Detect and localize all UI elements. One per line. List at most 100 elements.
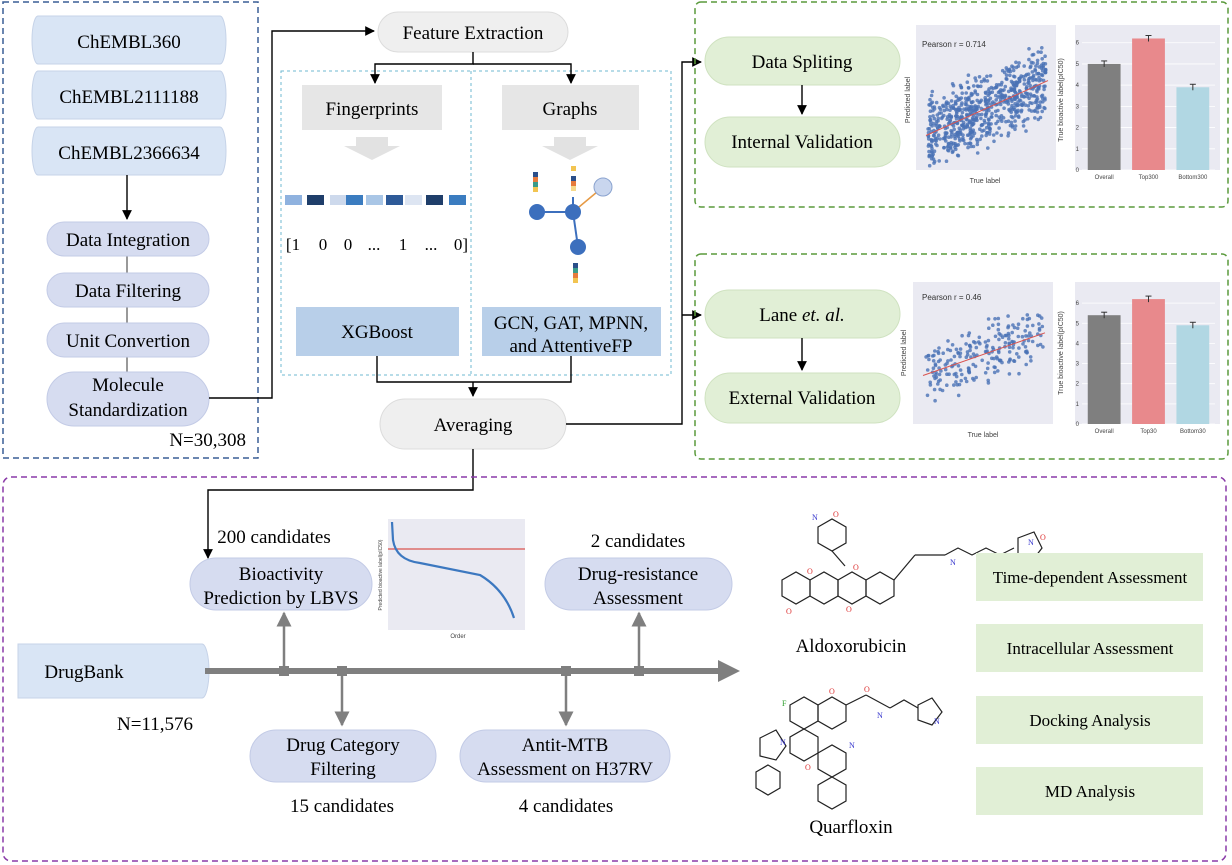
data-collection-frame [2,1,259,459]
point [969,144,973,149]
point [948,146,953,151]
svg-text:MD Analysis: MD Analysis [1045,782,1135,801]
point [1016,322,1021,327]
point [1016,64,1021,68]
point [931,366,936,371]
point [980,129,984,133]
point [1006,324,1011,328]
point [1020,334,1025,339]
point [1028,355,1033,359]
point [961,138,966,143]
point [954,117,959,121]
point [955,153,960,158]
point [1014,110,1018,115]
tick-label: 2 [1076,126,1080,132]
point [971,144,976,149]
point [1039,94,1044,98]
point [988,96,993,101]
point [941,351,945,356]
point [1017,346,1021,350]
point [975,84,980,88]
point [938,137,942,141]
point [1006,89,1011,94]
point [1023,103,1028,107]
point [938,107,943,112]
point [926,144,931,148]
point [1034,64,1038,68]
point [1043,70,1048,75]
point [1013,107,1017,112]
point [1041,345,1045,349]
point [1042,105,1046,110]
point [975,139,980,144]
point [994,83,999,87]
point [946,339,950,343]
svg-text:N: N [849,741,855,750]
point [946,148,950,152]
point [952,383,956,387]
point [1003,93,1008,98]
point [986,361,990,365]
point [967,107,972,111]
point [1007,372,1012,376]
point [1043,84,1047,88]
point [1043,96,1047,100]
point [1033,77,1037,82]
point [982,77,986,81]
down-arrow-icon [344,137,400,160]
point [973,340,977,345]
point [1012,75,1017,79]
point [962,107,966,111]
point [1031,52,1036,57]
point [928,380,932,385]
data-spliting-node: Data Spliting [704,36,901,86]
point [987,132,992,136]
point [1017,79,1022,84]
point [960,91,964,95]
point [988,74,993,78]
category-label: Top30 [1140,429,1157,435]
point [1037,314,1042,318]
point [986,117,991,121]
svg-text:Drug Category: Drug Category [286,735,400,756]
point [966,96,970,101]
point [966,145,970,150]
point [947,372,951,377]
point [938,378,942,382]
point [986,381,991,385]
point [1014,60,1018,65]
tick-label: 0 [1076,422,1080,428]
source-label: ChEMBL360 [77,32,180,53]
svg-text:Averaging: Averaging [434,415,513,436]
point [928,117,933,122]
point [1024,91,1029,96]
point [971,84,976,88]
point [1033,100,1038,105]
point [927,103,931,107]
point [1019,74,1023,78]
svg-text:0]: 0] [454,235,468,254]
point [992,370,997,375]
svg-text:GCN, GAT, MPNN,: GCN, GAT, MPNN, [494,313,648,334]
point [1026,334,1031,338]
point [991,133,996,137]
category-label: Bottom30 [1180,429,1206,435]
point [1022,82,1027,86]
svg-text:Data Integration: Data Integration [66,230,190,251]
svg-text:O: O [1040,533,1046,542]
point [1001,116,1006,120]
point [979,79,984,84]
tick-label: 2 [1076,382,1080,388]
svg-text:N: N [1028,538,1034,547]
svg-text:0: 0 [344,235,353,254]
point [994,113,998,118]
point [1016,334,1021,339]
tick-label: 4 [1076,83,1080,89]
point [1037,322,1041,326]
point [950,150,955,155]
regression-line [925,80,1049,136]
point [1038,115,1043,120]
point [1013,114,1018,118]
svg-text:O: O [807,567,813,576]
svg-text:Assessment: Assessment [593,588,683,609]
